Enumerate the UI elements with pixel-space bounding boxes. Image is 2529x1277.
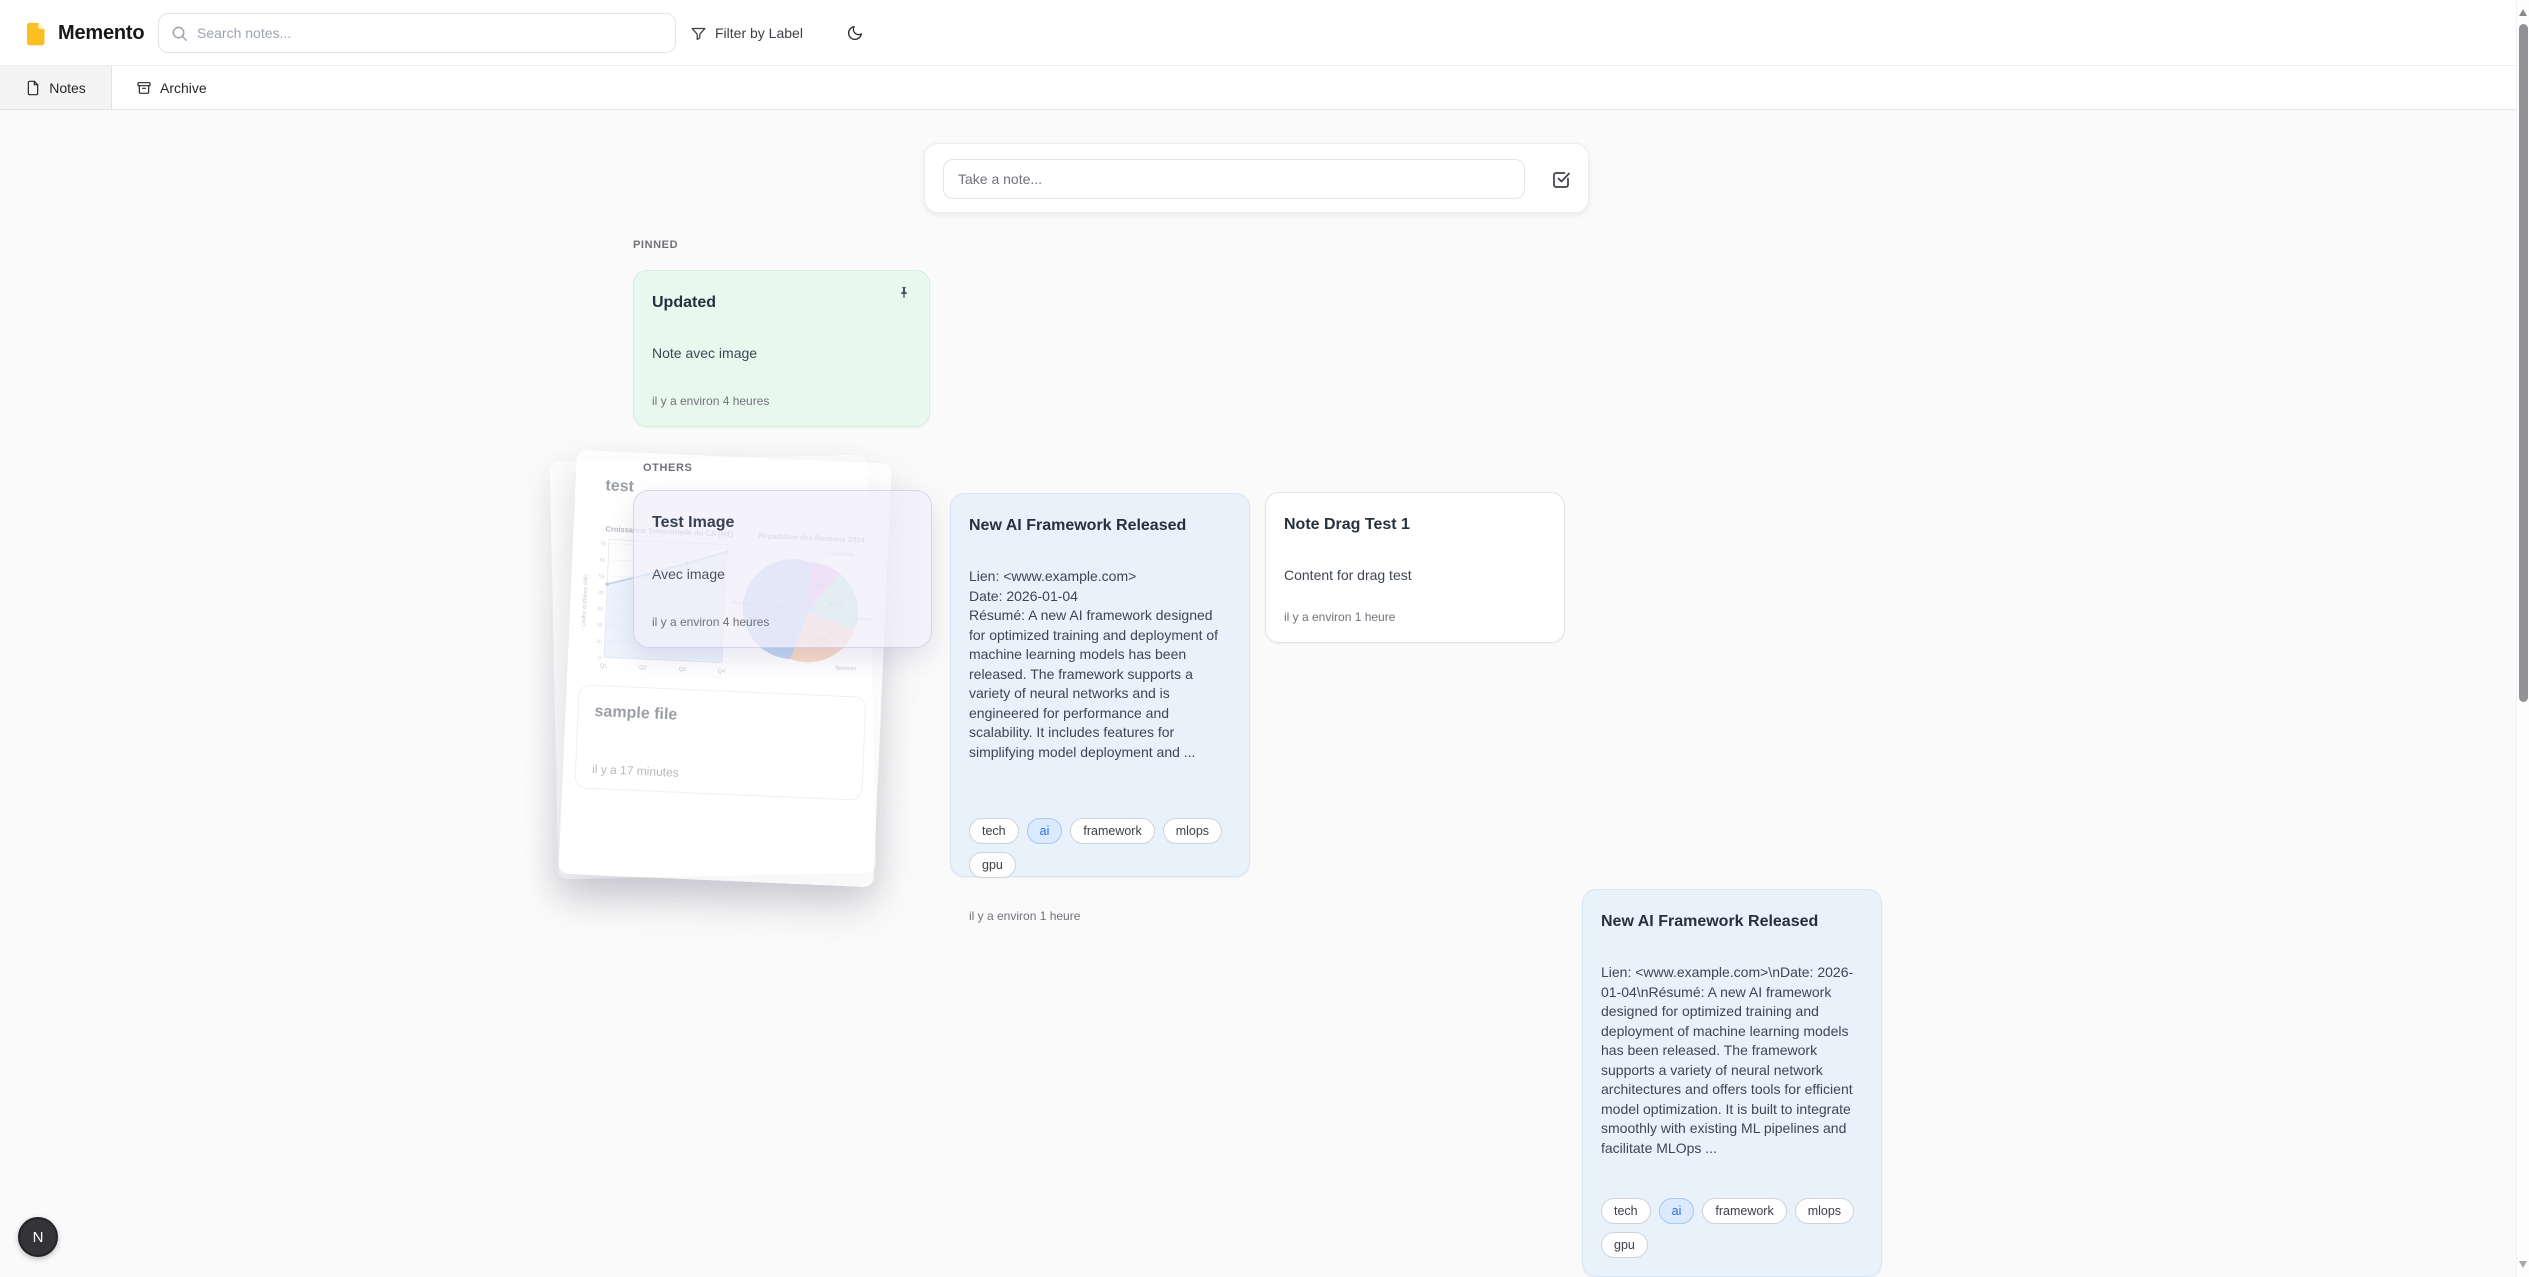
filter-button-label: Filter by Label [715, 25, 803, 41]
svg-text:0: 0 [598, 655, 601, 661]
svg-text:Q1: Q1 [600, 663, 608, 669]
ghost-note-test-title: test [605, 477, 635, 496]
filter-icon [690, 25, 707, 42]
line-chart-ylabel: Chiffre d'affaires (M€) [581, 574, 589, 627]
note-title: sample file [594, 703, 678, 724]
drag-preview-card-test-image[interactable]: Test Image Avec image il y a environ 4 h… [633, 490, 932, 648]
tag-pill-framework[interactable]: framework [1070, 818, 1155, 844]
note-body: Note avec image [652, 345, 758, 361]
search-input[interactable] [197, 25, 663, 41]
svg-text:Q2: Q2 [639, 665, 647, 671]
note-body: Content for drag test [1284, 567, 1412, 583]
note-body: Lien: <www.example.com>\nDate: 2026-01-0… [1601, 964, 1854, 1156]
tag-list: tech ai framework mlops gpu [1601, 1198, 1863, 1258]
svg-text:Services: Services [835, 665, 857, 672]
note-timestamp: il y a environ 4 heures [652, 615, 770, 629]
note-title: Test Image [652, 514, 735, 531]
tag-list: tech ai framework mlops gpu [969, 818, 1231, 878]
svg-text:30: 30 [597, 606, 603, 612]
scrollbar-thumb[interactable] [2519, 24, 2528, 702]
filter-by-label-button[interactable]: Filter by Label [690, 0, 803, 66]
note-timestamp: il y a 17 minutes [591, 761, 680, 780]
svg-text:Q3: Q3 [678, 667, 686, 673]
tab-notes[interactable]: Notes [0, 66, 112, 109]
notes-file-icon [25, 80, 41, 96]
svg-text:Q4: Q4 [718, 668, 726, 674]
scrollbar-track[interactable] [2516, 0, 2529, 1277]
pushpin-icon [896, 285, 916, 301]
note-body: Avec image [652, 566, 725, 582]
section-label-others: OTHERS [643, 462, 693, 474]
note-card-drag-test-1[interactable]: Note Drag Test 1 Content for drag test i… [1265, 492, 1565, 643]
tag-pill-mlops[interactable]: mlops [1794, 1198, 1855, 1224]
tab-archive-label: Archive [160, 79, 207, 96]
tab-archive[interactable]: Archive [112, 66, 231, 109]
checklist-icon [1550, 167, 1574, 191]
pin-button[interactable] [896, 283, 916, 303]
svg-text:20: 20 [597, 622, 603, 628]
scrollbar-down-arrow[interactable] [2519, 1261, 2527, 1268]
tab-notes-label: Notes [49, 79, 86, 96]
search-box [158, 13, 676, 53]
svg-text:50: 50 [599, 574, 605, 580]
note-body: Lien: <www.example.com> Date: 2026-01-04… [969, 568, 1219, 760]
app-title: Memento [58, 21, 145, 44]
svg-text:60: 60 [600, 557, 606, 563]
svg-text:10: 10 [596, 639, 602, 645]
tag-pill-tech[interactable]: tech [1601, 1198, 1651, 1224]
svg-text:40: 40 [598, 590, 604, 596]
memento-file-icon [22, 20, 49, 47]
note-title: New AI Framework Released [969, 517, 1187, 534]
note-card-ai-framework[interactable]: New AI Framework Released Lien: <www.exa… [950, 493, 1250, 923]
note-title: Note Drag Test 1 [1284, 516, 1410, 533]
tag-pill-gpu[interactable]: gpu [1601, 1232, 1648, 1258]
archive-icon [136, 80, 152, 96]
tag-pill-framework[interactable]: framework [1702, 1198, 1787, 1224]
tag-pill-tech[interactable]: tech [969, 818, 1019, 844]
section-label-pinned: PINNED [633, 239, 679, 251]
tag-pill-gpu[interactable]: gpu [969, 852, 1016, 878]
app-header: Memento Filter by Label [0, 0, 2529, 66]
theme-toggle-button[interactable] [846, 0, 864, 66]
note-composer-field [943, 159, 1525, 199]
tag-pill-ai[interactable]: ai [1658, 1198, 1695, 1224]
scrollbar-up-arrow[interactable] [2519, 9, 2527, 16]
note-card-updated[interactable]: Updated Note avec image il y a environ 4… [633, 270, 930, 427]
note-timestamp: il y a environ 4 heures [652, 394, 770, 408]
app-logo: Memento [22, 0, 145, 66]
tag-pill-ai[interactable]: ai [1026, 818, 1063, 844]
user-avatar[interactable]: N [18, 1217, 58, 1257]
svg-text:70: 70 [600, 541, 606, 547]
ghost-note-sample-file: sample file il y a 17 minutes [574, 684, 867, 801]
note-timestamp: il y a environ 1 heure [969, 909, 1081, 923]
note-title: Updated [652, 294, 716, 311]
search-icon [171, 25, 188, 42]
note-composer [924, 143, 1589, 213]
note-title: New AI Framework Released [1601, 913, 1819, 930]
take-note-input[interactable] [958, 171, 1510, 187]
moon-icon [846, 24, 864, 42]
note-card-ai-framework-copy[interactable]: New AI Framework Released Lien: <www.exa… [1582, 889, 1882, 1277]
note-timestamp: il y a environ 1 heure [1284, 610, 1396, 624]
tab-bar: Notes Archive [0, 66, 2529, 110]
tag-pill-mlops[interactable]: mlops [1162, 818, 1223, 844]
add-checklist-button[interactable] [1548, 165, 1576, 193]
